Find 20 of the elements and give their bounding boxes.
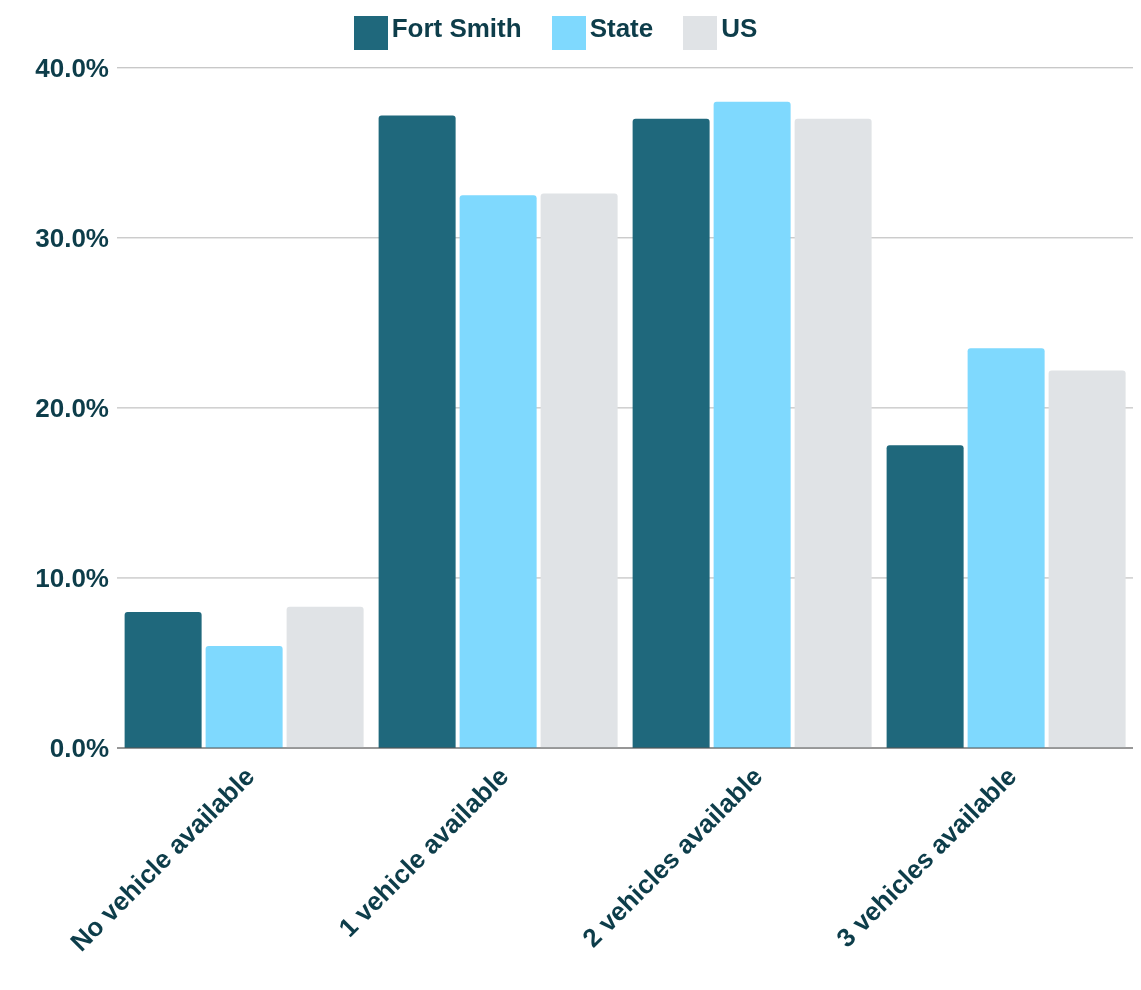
bar xyxy=(205,645,283,748)
bar xyxy=(632,118,710,748)
bar xyxy=(794,118,872,748)
bar xyxy=(886,445,964,748)
bar xyxy=(378,115,456,748)
y-tick-label: 20.0% xyxy=(35,393,109,424)
bar xyxy=(124,611,202,748)
y-tick-label: 40.0% xyxy=(35,53,109,83)
bar xyxy=(540,193,618,748)
legend-label: US xyxy=(721,13,758,43)
legend-label: State xyxy=(589,13,654,43)
bar xyxy=(967,348,1045,748)
bar xyxy=(1048,370,1126,748)
y-tick-label: 0.0% xyxy=(49,733,109,764)
bar xyxy=(713,101,791,748)
bar xyxy=(459,195,537,748)
bar xyxy=(286,606,364,748)
y-tick-label: 10.0% xyxy=(35,563,109,594)
legend-label: Fort Smith xyxy=(391,13,522,43)
y-tick-label: 30.0% xyxy=(35,223,109,254)
